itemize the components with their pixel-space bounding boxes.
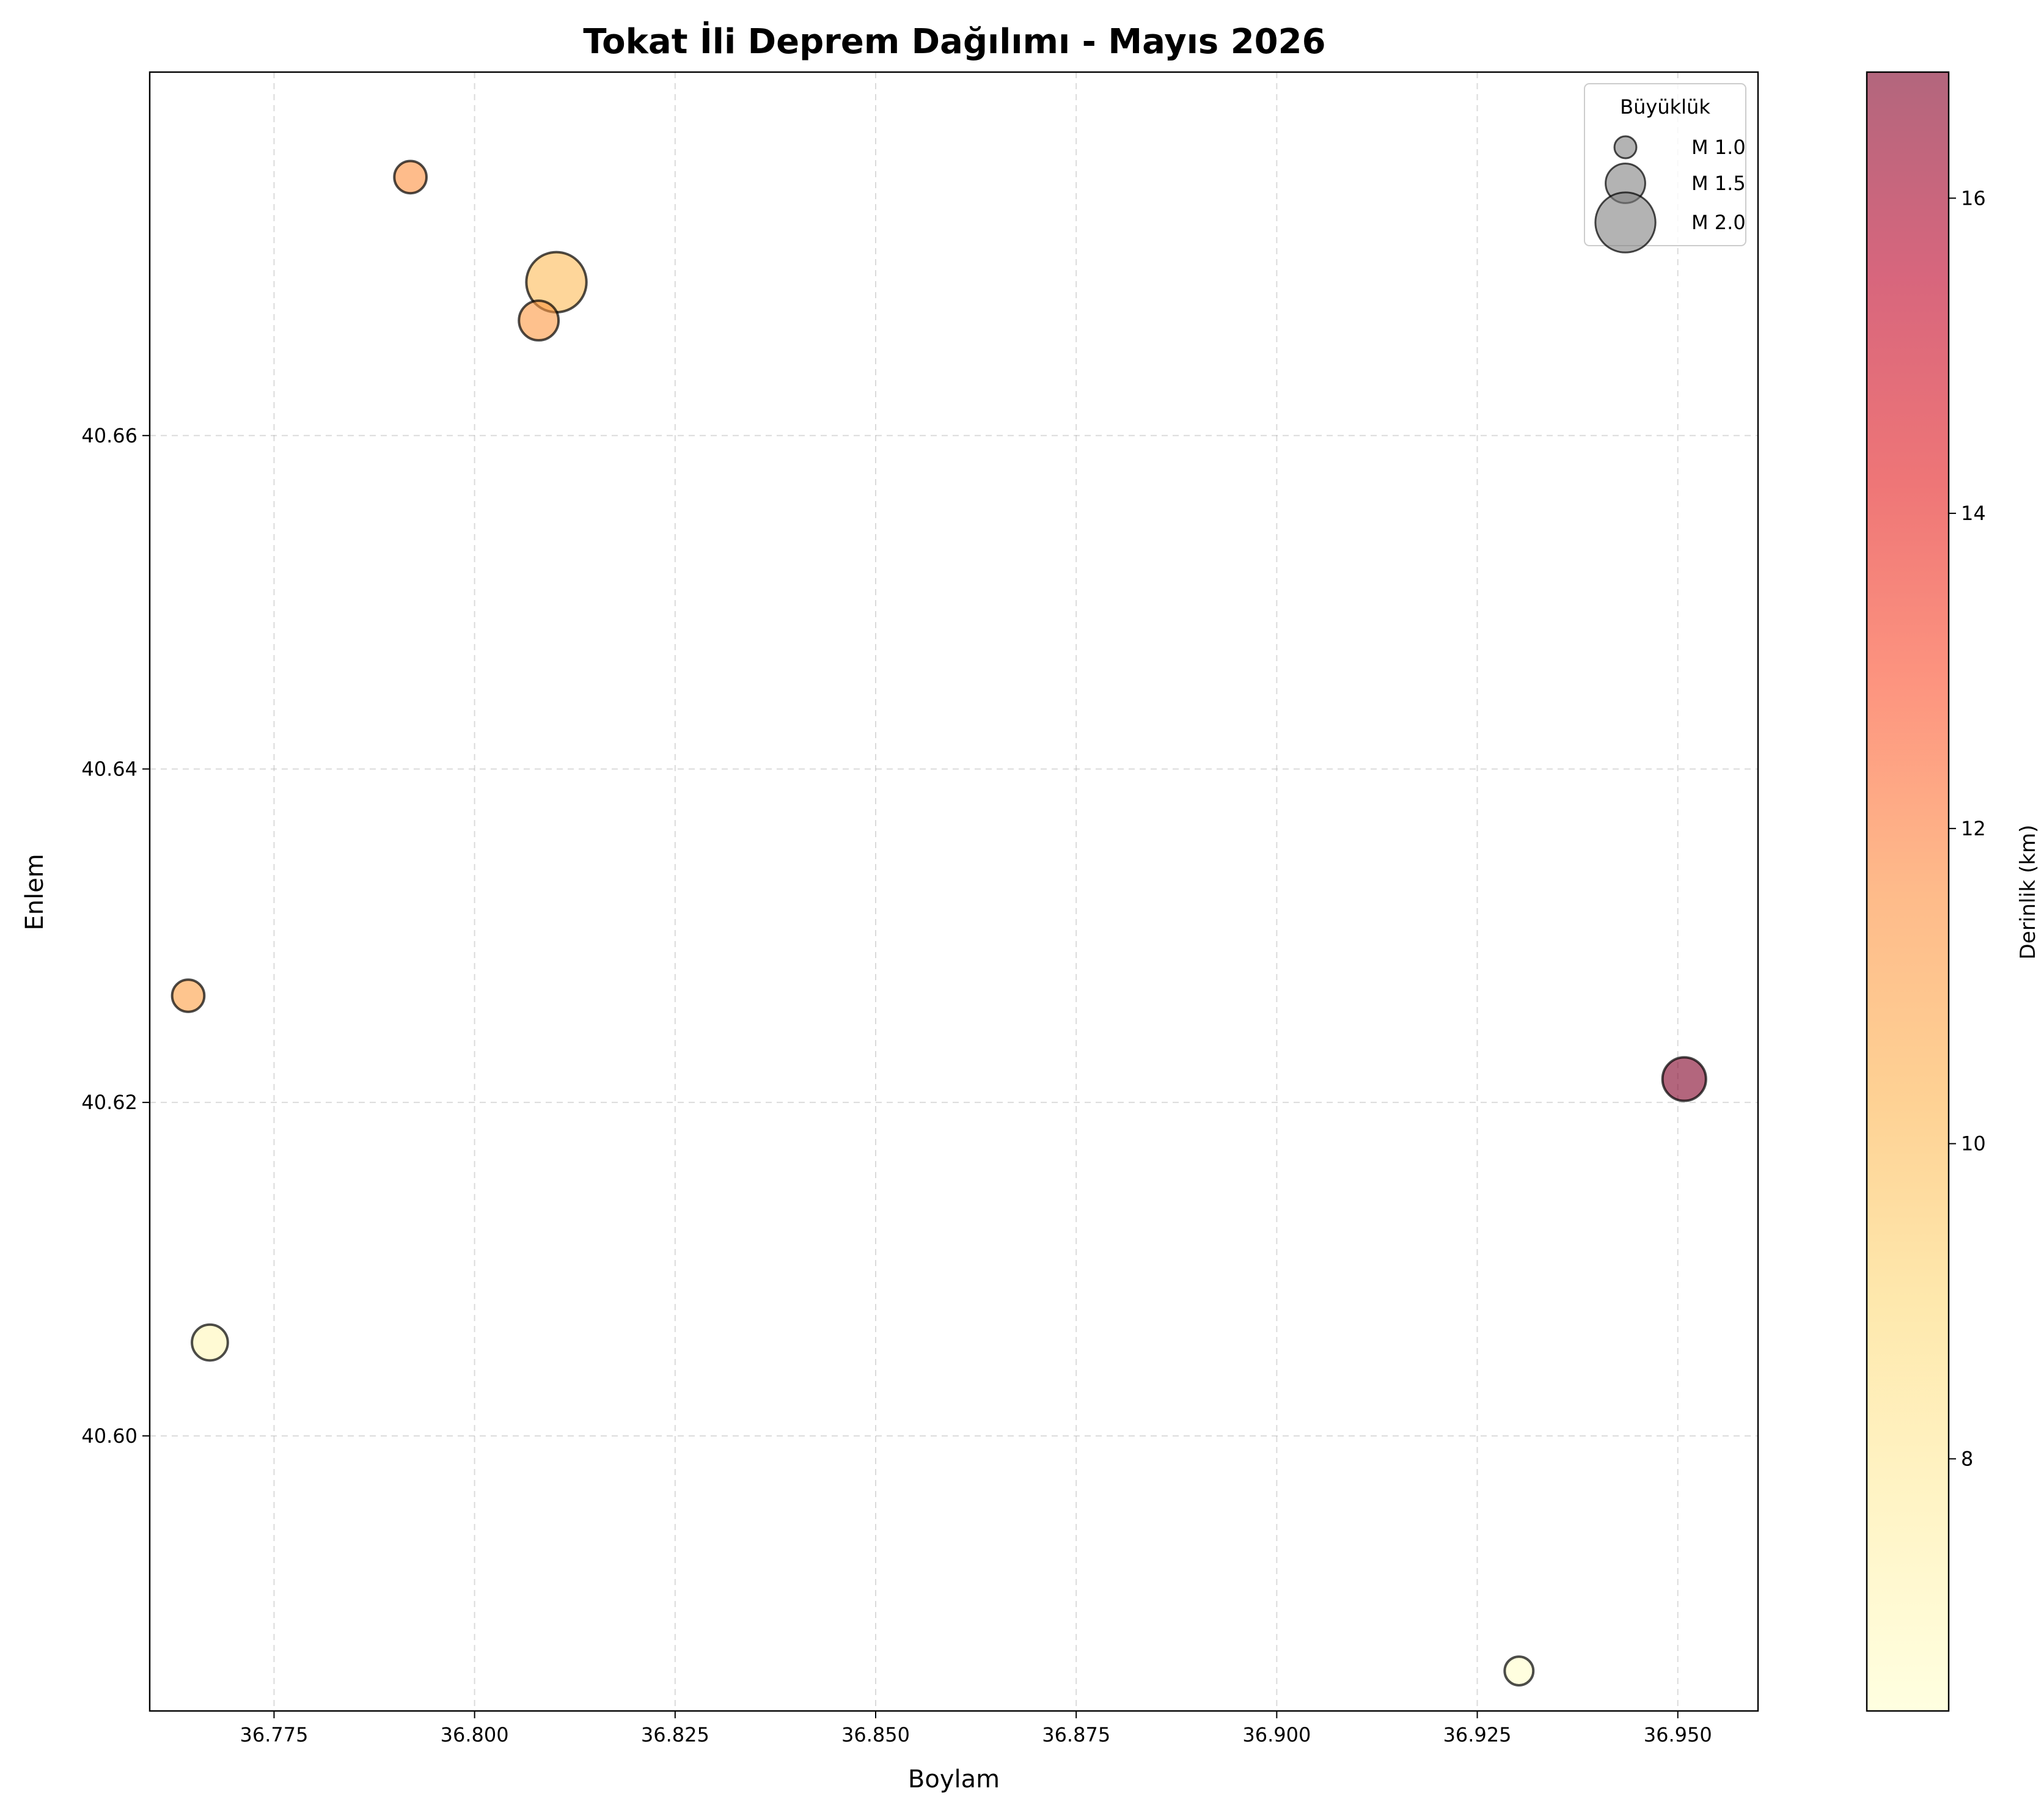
y-axis-ticks: 40.60 40.62 40.64 40.66 <box>81 424 150 1448</box>
colorbar-tick-label: 16 <box>1961 186 1986 210</box>
legend: Büyüklük M 1.0 M 1.5 M 2.0 <box>1584 83 1746 254</box>
legend-title: Büyüklük <box>1620 95 1710 119</box>
earthquake-point <box>1503 1655 1535 1687</box>
x-tick-label: 36.900 <box>1242 1723 1311 1746</box>
colorbar-tick-label: 8 <box>1961 1447 1973 1470</box>
legend-entry-label: M 1.5 <box>1691 172 1746 195</box>
earthquake-point <box>170 978 206 1013</box>
x-tick-label: 36.875 <box>1042 1723 1110 1746</box>
x-axis-title: Boylam <box>908 1765 1000 1793</box>
colorbar-label: Derinlik (km) <box>2016 825 2040 960</box>
earthquake-point <box>518 299 560 342</box>
earthquake-point <box>191 1323 229 1362</box>
grid <box>150 72 1758 1711</box>
legend-marker <box>1594 191 1657 254</box>
y-axis-title: Enlem <box>21 854 49 930</box>
scatter-points <box>170 159 1707 1687</box>
x-tick-label: 36.775 <box>240 1723 308 1746</box>
x-tick-label: 36.950 <box>1644 1723 1712 1746</box>
earthquake-point <box>1661 1056 1707 1102</box>
y-tick-label: 40.60 <box>81 1424 137 1448</box>
colorbar-scale <box>1867 72 1949 1711</box>
y-tick-label: 40.66 <box>81 424 137 447</box>
plot-area-frame <box>148 71 1759 1712</box>
legend-entries: M 1.0 M 1.5 M 2.0 <box>1594 135 1746 254</box>
chart-title: Tokat İli Deprem Dağılımı - Mayıs 2026 <box>583 22 1325 62</box>
x-tick-label: 36.850 <box>841 1723 910 1746</box>
colorbar-frame <box>1866 71 1950 1712</box>
colorbar: 8 10 12 14 16 <box>1866 71 1986 1712</box>
colorbar-tick-label: 10 <box>1961 1132 1986 1156</box>
x-tick-label: 36.800 <box>441 1723 509 1746</box>
x-tick-label: 36.925 <box>1443 1723 1512 1746</box>
x-axis-ticks: 36.775 36.800 36.825 36.850 36.875 36.900 36.9… <box>240 1711 1712 1746</box>
legend-entry-label: M 1.0 <box>1691 136 1746 159</box>
x-tick-label: 36.825 <box>641 1723 709 1746</box>
colorbar-tick-label: 14 <box>1961 502 1986 525</box>
earthquake-point <box>393 159 428 195</box>
legend-marker <box>1613 135 1638 159</box>
legend-entry-label: M 2.0 <box>1691 211 1746 234</box>
colorbar-tick-label: 12 <box>1961 817 1986 840</box>
y-tick-label: 40.64 <box>81 757 137 780</box>
y-tick-label: 40.62 <box>81 1091 137 1114</box>
